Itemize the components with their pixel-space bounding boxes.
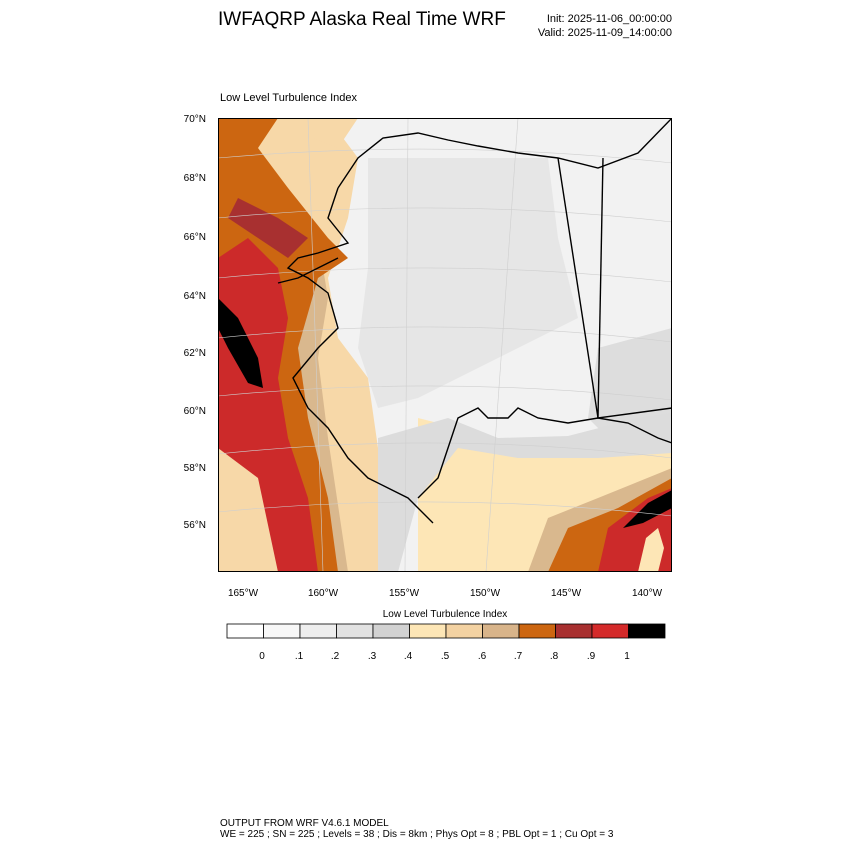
arctic-sea: [298, 118, 358, 148]
bering-darkred: [228, 198, 308, 258]
coastline: [277, 118, 672, 524]
colorbar-swatch: [591, 623, 629, 639]
colorbar-swatch: [482, 623, 520, 639]
colorbar-swatch: [409, 623, 447, 639]
valid-time: Valid: 2025-11-09_14:00:00: [537, 27, 672, 39]
colorbar-swatch: [445, 623, 483, 639]
bering-south: [218, 448, 278, 572]
coastal-shade: [378, 413, 672, 572]
colorbar-swatch: [226, 623, 264, 639]
lat-label: 58°N: [183, 463, 206, 474]
page-title: IWFAQRP Alaska Real Time WRF: [218, 9, 506, 30]
lon-label: 155°W: [388, 588, 420, 599]
colorbar-label: .6: [477, 651, 487, 662]
colorbar-swatch: [555, 623, 593, 639]
colorbar: [226, 623, 666, 639]
interior-shade: [358, 158, 578, 408]
lon-label: 165°W: [227, 588, 259, 599]
graticule: [218, 118, 672, 572]
lat-label: 70°N: [183, 114, 206, 125]
lat-label: 64°N: [183, 291, 206, 302]
gulf-max: [623, 490, 672, 528]
colorbar-label: .4: [403, 651, 413, 662]
colorbar-swatch: [299, 623, 337, 639]
lon-label: 145°W: [550, 588, 582, 599]
footer-model: OUTPUT FROM WRF V4.6.1 MODEL: [220, 818, 389, 829]
colorbar-swatch: [336, 623, 374, 639]
colorbar-swatch: [628, 623, 666, 639]
footer-config: WE = 225 ; SN = 225 ; Levels = 38 ; Dis …: [220, 829, 614, 840]
colorbar-label: .1: [294, 651, 304, 662]
lon-label: 160°W: [307, 588, 339, 599]
colorbar-label: 0: [259, 651, 265, 662]
lat-label: 56°N: [183, 520, 206, 531]
colorbar-label: .3: [367, 651, 377, 662]
colorbar-label: .8: [549, 651, 559, 662]
turbulence-max: [218, 298, 263, 388]
map-frame: [218, 118, 672, 572]
gulf-light: [638, 528, 664, 572]
lat-label: 66°N: [183, 232, 206, 243]
lat-label: 68°N: [183, 173, 206, 184]
colorbar-label: .2: [330, 651, 340, 662]
colorbar-label: 1: [624, 651, 630, 662]
turbulence-map: [218, 118, 672, 572]
init-time: Init: 2025-11-06_00:00:00: [546, 13, 672, 25]
lon-label: 140°W: [631, 588, 663, 599]
map-subtitle: Low Level Turbulence Index: [220, 92, 357, 104]
colorbar-title: Low Level Turbulence Index: [382, 609, 508, 620]
lon-label: 150°W: [469, 588, 501, 599]
lat-label: 60°N: [183, 406, 206, 417]
colorbar-label: .7: [513, 651, 523, 662]
lat-label: 62°N: [183, 348, 206, 359]
colorbar-swatch: [263, 623, 301, 639]
colorbar-label: .9: [586, 651, 596, 662]
colorbar-label: .5: [440, 651, 450, 662]
colorbar-swatch: [518, 623, 556, 639]
colorbar-swatch: [372, 623, 410, 639]
